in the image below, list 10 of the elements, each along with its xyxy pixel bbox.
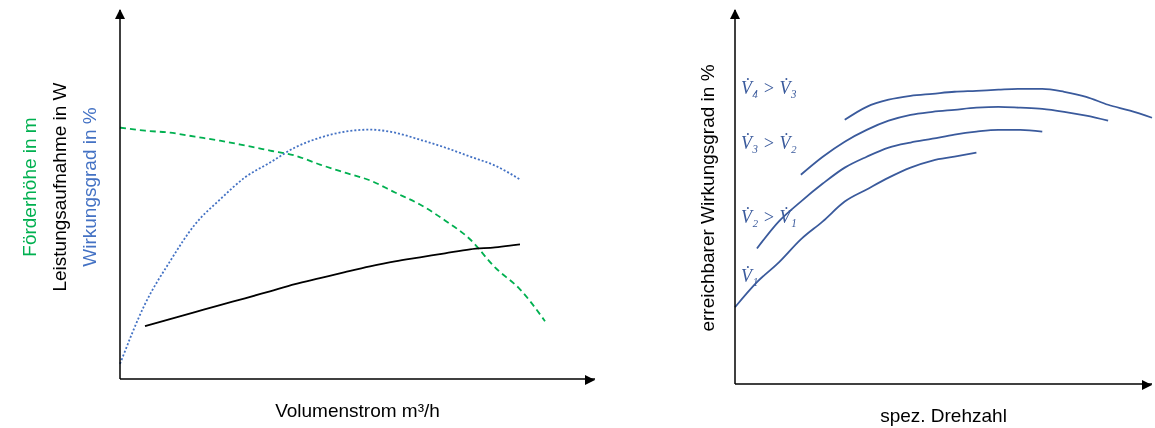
series-label: V̇₂ > V̇₁ bbox=[741, 207, 797, 229]
series-label: V̇₁ bbox=[741, 266, 759, 288]
text: V̇₄ > V̇₃ bbox=[741, 78, 797, 100]
text: Förderhöhe in m bbox=[18, 116, 41, 259]
text: Wirkungsgrad in % bbox=[78, 106, 101, 269]
x-axis-title: spez. Drehzahl bbox=[880, 405, 1007, 427]
text: Leistungsaufnahme in W bbox=[48, 82, 71, 292]
x-axis-title: Volumenstrom m³/h bbox=[275, 400, 440, 422]
series-label: V̇₃ > V̇₂ bbox=[741, 133, 797, 155]
y-axis-title: erreichbarer Wirkungsgrad in % bbox=[697, 63, 719, 332]
